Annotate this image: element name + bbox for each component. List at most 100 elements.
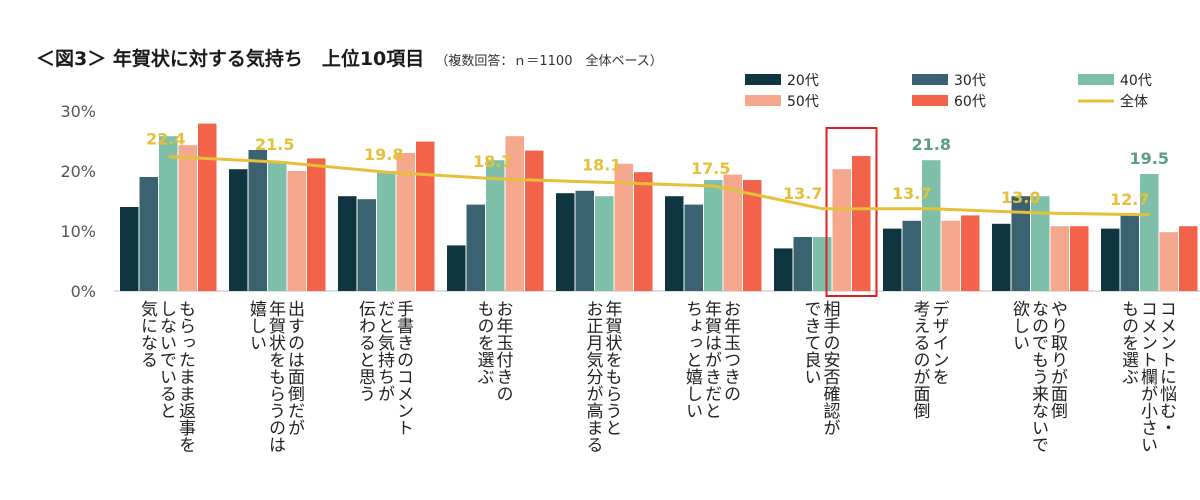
bar <box>813 237 832 291</box>
legend-swatch <box>745 74 781 85</box>
legend-swatch <box>745 95 781 106</box>
y-tick-label: 0% <box>71 282 96 301</box>
bar <box>665 196 684 291</box>
bar <box>595 196 614 291</box>
category-label: やり取りが面倒 <box>1047 300 1068 419</box>
bar <box>961 215 980 291</box>
bar <box>377 171 396 291</box>
bars-layer <box>120 123 1198 297</box>
y-tick-label: 10% <box>60 222 96 241</box>
bar <box>525 150 544 291</box>
value-label: 22.4 <box>146 130 185 149</box>
y-tick-label: 30% <box>60 102 96 121</box>
bar <box>922 160 941 291</box>
bar <box>1070 226 1089 291</box>
category-label: お正月気分が高まる <box>583 300 604 453</box>
bar <box>159 136 178 291</box>
value-label: 18.1 <box>582 155 621 174</box>
category-label: 伝わると思う <box>355 300 376 402</box>
value-label: 21.5 <box>255 135 294 154</box>
y-tick-label: 20% <box>60 162 96 181</box>
legend-label: 50代 <box>787 94 819 110</box>
category-label: 考えるのが面倒 <box>910 300 931 419</box>
chart-title: ＜図3＞ 年賀状に対する気持ち 上位10項目 <box>36 48 425 70</box>
bar <box>139 177 158 291</box>
bar <box>486 160 505 291</box>
value-label: 17.5 <box>691 159 730 178</box>
bar <box>447 245 466 291</box>
value-label: 13.0 <box>1001 188 1040 207</box>
category-label: ものを選ぶ <box>474 300 495 385</box>
category-label: お年玉つきの <box>720 300 741 402</box>
bar <box>774 248 793 291</box>
category-label: だと気持ちが <box>374 300 395 402</box>
bar <box>416 141 435 291</box>
value-label: 12.7 <box>1110 190 1149 209</box>
total-line <box>168 155 1150 217</box>
bar <box>575 190 594 291</box>
chart-title-block: ＜図3＞ 年賀状に対する気持ち 上位10項目 （複数回答：ｎ＝1100 全体ベー… <box>36 44 663 71</box>
legend-label: 30代 <box>954 73 986 89</box>
legend-swatch <box>912 74 948 85</box>
category-label: できて良い <box>801 300 821 385</box>
bar <box>852 156 871 291</box>
bar <box>229 169 248 291</box>
value-label: 18.7 <box>473 152 512 171</box>
category-label: しないでいると <box>156 300 176 419</box>
category-label: ものを選ぶ <box>1118 300 1139 385</box>
legend-swatch <box>1078 74 1114 85</box>
bar <box>338 196 357 291</box>
legend: 20代 30代 40代 50代 60代 全体 <box>745 73 1152 110</box>
bar <box>178 145 197 291</box>
bar <box>684 204 703 291</box>
category-label: 年賀状をもらうと <box>602 300 623 436</box>
bar <box>505 136 524 291</box>
bar <box>1159 232 1178 291</box>
bar <box>992 223 1011 291</box>
category-label: もらったまま返事を <box>175 300 196 453</box>
bar <box>1140 174 1159 291</box>
category-label: お年玉付きの <box>493 300 514 402</box>
legend-label: 全体 <box>1120 93 1148 110</box>
bar <box>396 153 415 291</box>
category-label: 出すのは面倒だが <box>284 300 305 436</box>
category-label: 欲しい <box>1009 300 1030 351</box>
total-line-layer <box>168 155 1150 217</box>
bar <box>466 204 485 291</box>
legend-swatch <box>912 95 948 106</box>
bar <box>941 220 960 291</box>
category-label: 年賀状をもらうのは <box>265 300 286 453</box>
bar <box>268 162 287 291</box>
bar <box>248 150 267 291</box>
bar <box>1101 228 1120 291</box>
bar <box>1031 196 1050 291</box>
bar <box>743 180 762 291</box>
category-label: コメント欄が小さい <box>1137 300 1158 453</box>
category-label: 相手の安否確認が <box>820 300 841 436</box>
bar <box>287 171 306 291</box>
bar <box>357 199 376 291</box>
bar <box>1179 226 1198 291</box>
bar <box>883 228 902 291</box>
category-label: デザインを <box>929 300 949 385</box>
bar <box>634 172 653 291</box>
category-label: コメントに悩む・ <box>1156 300 1177 436</box>
legend-label: 20代 <box>787 73 819 89</box>
legend-label: 60代 <box>954 94 986 110</box>
category-label: なのでもう来ないで <box>1028 300 1049 453</box>
value-label: 13.7 <box>892 184 931 203</box>
value-label: 21.8 <box>912 135 951 154</box>
bar <box>1011 196 1030 291</box>
bar <box>832 169 851 291</box>
bar <box>723 174 742 291</box>
value-labels-layer: 22.4 21.5 19.8 18.7 18.1 17.5 13.7 13.7 21.8 13.0… <box>146 130 1169 209</box>
bar <box>1050 226 1069 291</box>
bar <box>1120 214 1139 291</box>
bar <box>704 180 723 291</box>
bar <box>902 220 921 291</box>
bar <box>307 158 326 291</box>
bar <box>198 123 217 291</box>
value-label: 13.7 <box>783 184 822 203</box>
